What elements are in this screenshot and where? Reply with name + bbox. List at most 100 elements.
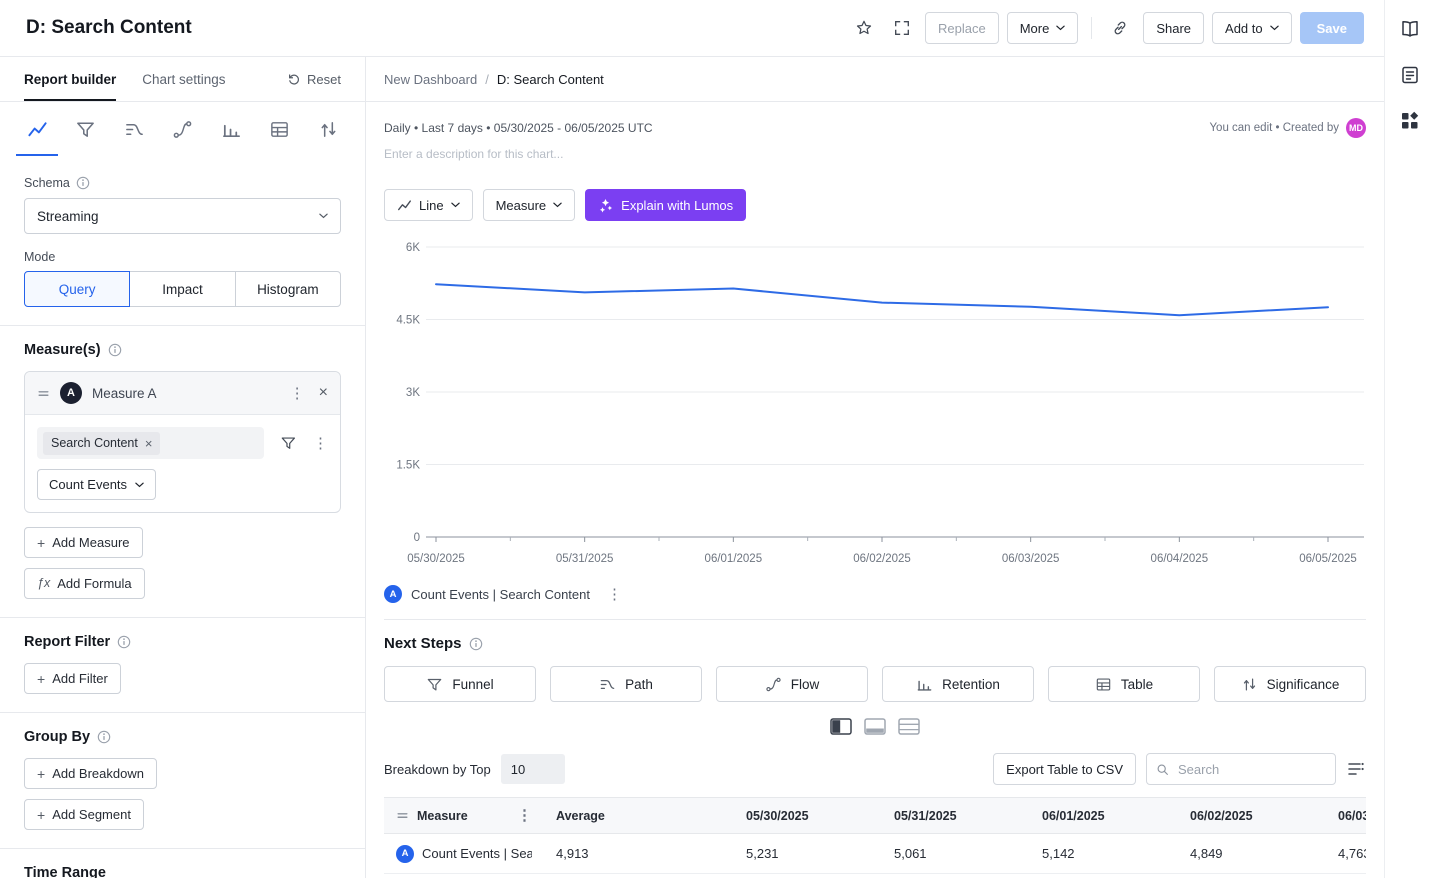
column-header-measure[interactable]: Measure ⋮ xyxy=(384,797,544,834)
svg-text:3K: 3K xyxy=(406,387,420,399)
more-button[interactable]: More xyxy=(1006,12,1079,44)
share-button[interactable]: Share xyxy=(1143,12,1205,44)
mode-query[interactable]: Query xyxy=(24,271,131,307)
chart-type-line[interactable] xyxy=(16,102,58,156)
explain-with-lumos-button[interactable]: Explain with Lumos xyxy=(585,189,747,221)
table-row[interactable]: A Count Events | Search 4,913 5,231 5,06… xyxy=(384,833,1366,874)
event-chip[interactable]: Search Content × xyxy=(43,431,161,455)
info-icon[interactable] xyxy=(469,637,483,651)
cell-value: 5,142 xyxy=(1030,833,1178,874)
mode-histogram[interactable]: Histogram xyxy=(234,271,341,307)
drag-handle-icon[interactable] xyxy=(37,387,50,400)
schema-select[interactable]: Streaming xyxy=(24,198,341,234)
measures-title: Measure(s) xyxy=(24,342,341,358)
aggregation-select[interactable]: Count Events xyxy=(37,469,157,500)
cell-average: 4,913 xyxy=(544,833,734,874)
report-builder-panel: Report builder Chart settings Reset xyxy=(0,57,366,878)
breadcrumb-parent[interactable]: New Dashboard xyxy=(384,71,478,87)
builder-tabs: Report builder Chart settings Reset xyxy=(0,57,365,102)
cell-value: 4,849 xyxy=(1178,833,1326,874)
column-menu-icon[interactable]: ⋮ xyxy=(517,807,532,824)
column-header-date[interactable]: 06/03/2025 xyxy=(1326,797,1366,834)
filter-funnel-icon[interactable] xyxy=(280,434,297,452)
significance-icon xyxy=(321,121,335,137)
event-input-field[interactable]: Search Content × xyxy=(37,427,265,459)
cell-value: 5,061 xyxy=(882,833,1030,874)
series-menu-icon[interactable]: ⋮ xyxy=(606,585,622,603)
group-by-section: Group By + Add Breakdown + Add Segment xyxy=(0,712,365,848)
export-csv-button[interactable]: Export Table to CSV xyxy=(993,753,1136,785)
add-formula-button[interactable]: ƒx Add Formula xyxy=(24,568,145,599)
chart-type-table[interactable] xyxy=(259,102,301,156)
replace-button[interactable]: Replace xyxy=(925,12,999,44)
table-controls-row: Breakdown by Top Export Table to CSV xyxy=(384,753,1366,785)
svg-text:06/02/2025: 06/02/2025 xyxy=(853,553,911,565)
next-step-table-button[interactable]: Table xyxy=(1048,666,1200,702)
chart-type-funnel[interactable] xyxy=(65,102,107,156)
plus-icon: + xyxy=(37,534,46,551)
add-measure-button[interactable]: + Add Measure xyxy=(24,527,143,558)
next-step-flow-button[interactable]: Flow xyxy=(716,666,868,702)
chart-type-path[interactable] xyxy=(113,102,155,156)
reader-book-icon[interactable] xyxy=(1399,18,1421,40)
column-header-date[interactable]: 05/30/2025 xyxy=(734,797,882,834)
notes-icon[interactable] xyxy=(1399,64,1421,86)
table-search[interactable] xyxy=(1146,753,1336,785)
layout-bottom-strip-icon[interactable] xyxy=(864,718,886,735)
remove-measure-icon[interactable]: × xyxy=(318,384,328,401)
svg-text:06/03/2025: 06/03/2025 xyxy=(1002,553,1060,565)
chart-type-flow[interactable] xyxy=(162,102,204,156)
drag-handle-icon[interactable] xyxy=(396,809,409,822)
modules-puzzle-icon[interactable] xyxy=(1399,110,1421,132)
creator-avatar[interactable]: MD xyxy=(1346,118,1366,138)
event-menu-icon[interactable]: ⋮ xyxy=(313,434,328,452)
column-header-date[interactable]: 05/31/2025 xyxy=(882,797,1030,834)
svg-text:06/01/2025: 06/01/2025 xyxy=(705,553,763,565)
measure-menu-icon[interactable]: ⋮ xyxy=(289,384,305,402)
chart-type-retention[interactable] xyxy=(210,102,252,156)
info-icon[interactable] xyxy=(117,635,131,649)
expand-icon xyxy=(895,21,909,35)
info-icon[interactable] xyxy=(108,343,122,357)
table-search-input[interactable] xyxy=(1176,760,1326,778)
reset-button[interactable]: Reset xyxy=(287,57,341,101)
table-options-icon[interactable] xyxy=(1346,759,1366,779)
mode-impact[interactable]: Impact xyxy=(129,271,236,307)
flow-icon xyxy=(766,677,781,691)
retention-icon xyxy=(222,124,240,137)
next-step-funnel-button[interactable]: Funnel xyxy=(384,666,536,702)
breakdown-count-input[interactable] xyxy=(500,754,565,784)
flow-icon xyxy=(173,120,192,138)
next-steps-title: Next Steps xyxy=(384,635,1366,652)
info-icon[interactable] xyxy=(97,730,111,744)
chart-type-select[interactable]: Line xyxy=(384,189,473,221)
copy-link-button[interactable] xyxy=(1105,13,1135,43)
column-header-date[interactable]: 06/01/2025 xyxy=(1030,797,1178,834)
chart-type-significance[interactable] xyxy=(307,102,349,156)
remove-event-icon[interactable]: × xyxy=(144,435,153,451)
group-by-title: Group By xyxy=(24,729,341,745)
info-icon[interactable] xyxy=(76,176,90,190)
next-step-path-button[interactable]: Path xyxy=(550,666,702,702)
formula-icon: ƒx xyxy=(37,576,51,591)
fullscreen-button[interactable] xyxy=(887,13,917,43)
next-step-significance-button[interactable]: Significance xyxy=(1214,666,1366,702)
next-step-retention-button[interactable]: Retention xyxy=(882,666,1034,702)
tab-chart-settings[interactable]: Chart settings xyxy=(142,71,226,87)
chevron-down-icon xyxy=(319,213,328,219)
measure-toggle-select[interactable]: Measure xyxy=(482,189,576,221)
description-input[interactable] xyxy=(384,147,804,161)
line-chart[interactable]: 0 1.5K 3K 4.5K 6K 05/30/2025 05/31/2025 06/01/2… xyxy=(384,231,1366,583)
layout-split-left-icon[interactable] xyxy=(830,718,852,735)
chevron-down-icon xyxy=(450,202,460,208)
column-header-average[interactable]: Average xyxy=(544,797,734,834)
save-button[interactable]: Save xyxy=(1299,12,1364,44)
add-segment-button[interactable]: + Add Segment xyxy=(24,799,144,830)
add-filter-button[interactable]: + Add Filter xyxy=(24,663,121,694)
favorite-star-button[interactable] xyxy=(849,13,879,43)
tab-report-builder[interactable]: Report builder xyxy=(24,57,116,101)
layout-rows-icon[interactable] xyxy=(898,718,920,735)
add-breakdown-button[interactable]: + Add Breakdown xyxy=(24,758,157,789)
add-to-button[interactable]: Add to xyxy=(1212,12,1292,44)
column-header-date[interactable]: 06/02/2025 xyxy=(1178,797,1326,834)
